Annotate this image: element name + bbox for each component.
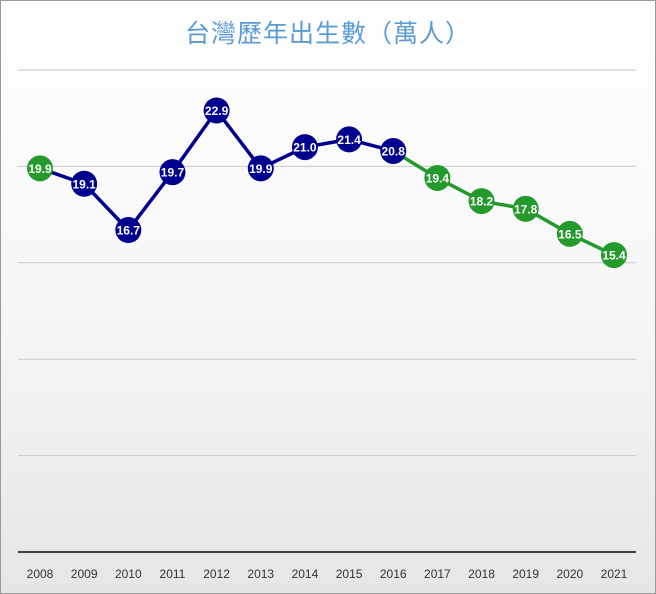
x-tick-label: 2012	[203, 567, 230, 581]
x-tick-label: 2018	[468, 567, 495, 581]
x-tick-label: 2009	[71, 567, 98, 581]
x-tick-label: 2017	[424, 567, 451, 581]
data-label: 19.9	[28, 162, 52, 176]
data-label: 19.4	[426, 171, 450, 185]
x-tick-label: 2016	[380, 567, 407, 581]
data-label: 16.7	[117, 224, 141, 238]
data-point	[115, 217, 142, 244]
x-tick-label: 2020	[556, 567, 583, 581]
data-label: 18.2	[470, 195, 494, 209]
data-point	[512, 195, 539, 222]
data-label: 15.4	[602, 249, 626, 263]
data-point	[159, 159, 186, 186]
x-tick-label: 2010	[115, 567, 142, 581]
x-tick-label: 2013	[247, 567, 274, 581]
chart-title: 台灣歷年出生數（萬人）	[184, 19, 471, 48]
data-label: 16.5	[558, 227, 582, 241]
x-tick-label: 2008	[27, 567, 54, 581]
data-point	[247, 155, 274, 182]
x-tick-label: 2015	[336, 567, 363, 581]
data-point	[71, 170, 98, 197]
data-label: 22.9	[205, 104, 229, 118]
x-tick-label: 2021	[601, 567, 628, 581]
data-point	[291, 134, 318, 161]
data-point	[203, 97, 230, 124]
x-tick-label: 2011	[160, 567, 186, 581]
data-point	[336, 126, 363, 153]
data-point	[556, 220, 583, 247]
data-label: 17.8	[514, 202, 538, 216]
data-label: 21.4	[337, 133, 361, 147]
data-label: 19.7	[161, 166, 185, 180]
x-tick-label: 2019	[512, 567, 539, 581]
data-point	[380, 137, 407, 164]
data-point	[468, 188, 495, 215]
data-label: 20.8	[382, 144, 406, 158]
data-label: 19.1	[72, 177, 96, 191]
data-point	[424, 164, 451, 191]
data-point	[27, 155, 53, 182]
data-label: 21.0	[293, 141, 317, 155]
data-point	[601, 242, 627, 269]
data-label: 19.9	[249, 162, 273, 176]
x-tick-label: 2014	[292, 567, 319, 581]
